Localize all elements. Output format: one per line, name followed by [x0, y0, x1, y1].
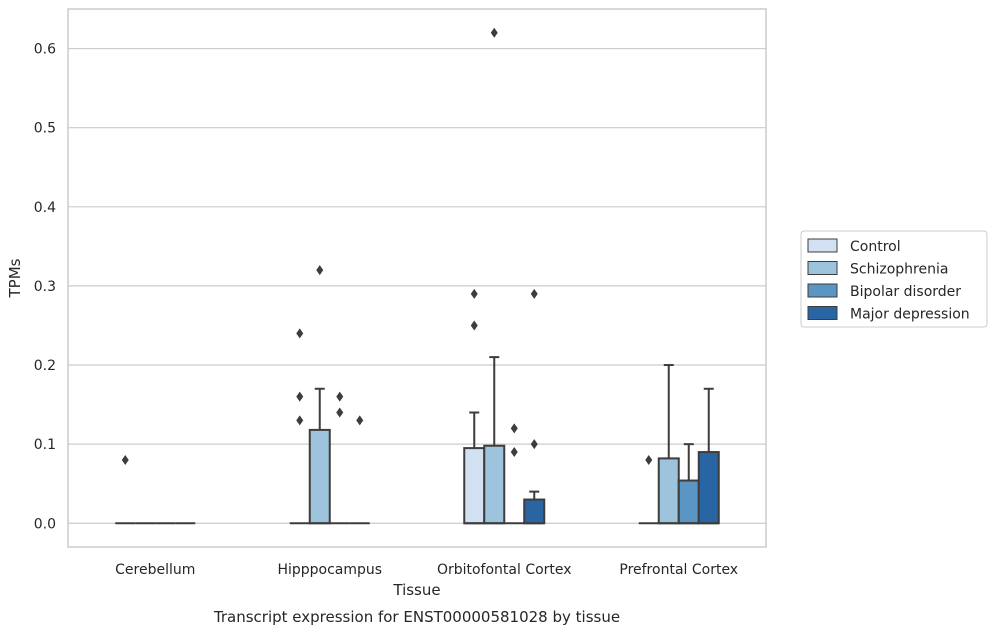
y-tick-label: 0.3 — [34, 279, 56, 295]
box-group — [483, 27, 506, 525]
outlier-point — [470, 288, 478, 299]
outlier-point — [296, 391, 304, 402]
legend-label: Control — [850, 239, 901, 255]
y-axis-label: TPMs — [6, 258, 24, 298]
box-group — [329, 391, 350, 525]
y-tick-label: 0.1 — [34, 437, 56, 453]
y-tick-label: 0.5 — [34, 121, 56, 137]
box-group — [463, 288, 486, 525]
box — [308, 428, 331, 525]
y-tick-label: 0.4 — [34, 200, 56, 216]
outlier-point — [296, 415, 304, 426]
box-group — [289, 328, 310, 525]
box-group — [349, 415, 370, 525]
box — [523, 498, 546, 525]
y-tick-label: 0.0 — [34, 516, 56, 532]
outlier-point — [510, 447, 518, 458]
box — [677, 479, 700, 525]
outlier-point — [356, 415, 364, 426]
x-tick-label: Hipppocampus — [277, 562, 382, 578]
plot-frame — [67, 8, 767, 548]
y-tick-label: 0.2 — [34, 358, 56, 374]
outlier-point — [510, 423, 518, 434]
box — [657, 457, 680, 525]
box — [463, 447, 486, 525]
box — [483, 444, 506, 525]
x-tick-label: Prefrontal Cortex — [619, 562, 738, 578]
box-group — [115, 454, 136, 525]
chart-title: Transcript expression for ENST0000058102… — [213, 608, 620, 626]
outlier-point — [530, 439, 538, 450]
box — [697, 451, 720, 525]
outlier-point — [296, 328, 304, 339]
box-group — [677, 443, 700, 525]
y-axis-ticks: 0.0 0.1 0.2 0.3 0.4 0.5 0.6 — [34, 42, 56, 533]
legend-label: Major depression — [850, 307, 970, 323]
legend-label: Schizophrenia — [850, 262, 948, 278]
legend-swatch — [807, 283, 838, 298]
box-group — [308, 265, 331, 525]
x-axis-label: Tissue — [392, 581, 440, 599]
outlier-point — [316, 265, 324, 276]
box-group — [504, 423, 525, 525]
x-axis-ticks: Cerebellum Hipppocampus Orbitofontal Corte… — [115, 562, 738, 578]
outlier-point — [121, 454, 129, 465]
gridlines — [68, 47, 766, 524]
x-tick-label: Orbitofontal Cortex — [437, 562, 572, 578]
legend-swatch — [807, 238, 838, 253]
legend-box — [800, 230, 988, 328]
outlier-point — [645, 454, 653, 465]
legend: Control Schizophrenia Bipolar disorder Majo… — [800, 230, 988, 328]
legend-swatch — [807, 261, 838, 275]
outlier-point — [470, 320, 478, 331]
legend-swatch — [807, 306, 838, 320]
outlier-point — [336, 391, 344, 402]
outlier-point — [336, 407, 344, 418]
outlier-point — [530, 288, 538, 299]
box-group — [697, 387, 720, 525]
box-group — [638, 454, 659, 525]
x-tick-label: Cerebellum — [115, 562, 195, 578]
outlier-point — [490, 27, 498, 38]
y-tick-label: 0.6 — [34, 42, 56, 58]
legend-label: Bipolar disorder — [850, 284, 961, 300]
box-plots — [115, 27, 720, 525]
box-group — [523, 288, 546, 525]
